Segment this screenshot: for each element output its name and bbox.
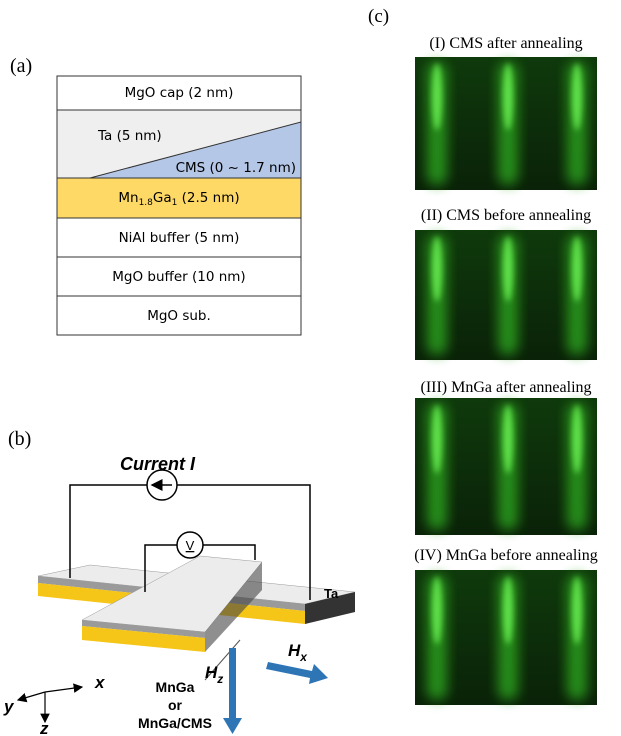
rheed-image bbox=[415, 398, 597, 535]
sample-label: MnGa/CMS bbox=[138, 715, 212, 731]
streak-core bbox=[572, 64, 582, 130]
device bbox=[38, 556, 355, 652]
streak-core bbox=[432, 577, 442, 645]
axis-label: z bbox=[39, 719, 49, 736]
layer-label: Ta (5 nm) bbox=[97, 128, 162, 144]
image-caption: (III) MnGa after annealing bbox=[420, 379, 591, 396]
layer-label: NiAl buffer (5 nm) bbox=[119, 230, 240, 246]
layer-label: MgO sub. bbox=[147, 308, 211, 324]
streak-core bbox=[572, 237, 582, 302]
axis-label: x bbox=[94, 673, 106, 692]
axis-label: y bbox=[3, 697, 15, 716]
hx-label: Hx bbox=[288, 641, 308, 664]
sample-label: MnGa bbox=[156, 679, 195, 695]
layer-label: Mn1.8Ga1 (2.5 nm) bbox=[118, 190, 239, 208]
streak-core bbox=[432, 237, 442, 302]
streak-core bbox=[432, 64, 442, 130]
ta-label: Ta bbox=[324, 586, 339, 601]
figure: (a) MgO cap (2 nm) Ta (5 nm) CMS (0 ~ 1.… bbox=[0, 0, 621, 736]
voltmeter-label: V bbox=[186, 538, 195, 553]
streak-core bbox=[503, 64, 513, 130]
hx-arrow bbox=[266, 662, 328, 684]
hz-label: Hz bbox=[205, 663, 223, 686]
streak-core bbox=[503, 577, 513, 645]
layer-label: CMS (0 ~ 1.7 nm) bbox=[176, 160, 296, 176]
axes-triad bbox=[18, 687, 82, 722]
streak-core bbox=[432, 405, 442, 474]
image-caption: (I) CMS after annealing bbox=[429, 35, 582, 52]
panel-label: (b) bbox=[8, 428, 31, 450]
layer-label: MgO buffer (10 nm) bbox=[112, 269, 245, 285]
rheed-image bbox=[415, 230, 597, 360]
panel-label: (a) bbox=[10, 55, 32, 77]
rheed-image bbox=[415, 57, 597, 190]
streak-core bbox=[572, 577, 582, 645]
hz-arrow bbox=[223, 648, 242, 734]
rheed-image bbox=[415, 570, 597, 705]
streak-core bbox=[503, 405, 513, 474]
panel-label: (c) bbox=[368, 6, 389, 27]
layer-label: MgO cap (2 nm) bbox=[125, 85, 234, 101]
image-caption: (IV) MnGa before annealing bbox=[414, 547, 597, 564]
streak-core bbox=[503, 237, 513, 302]
streak-core bbox=[572, 405, 582, 474]
sample-label: or bbox=[168, 697, 183, 713]
image-caption: (II) CMS before annealing bbox=[421, 207, 591, 224]
